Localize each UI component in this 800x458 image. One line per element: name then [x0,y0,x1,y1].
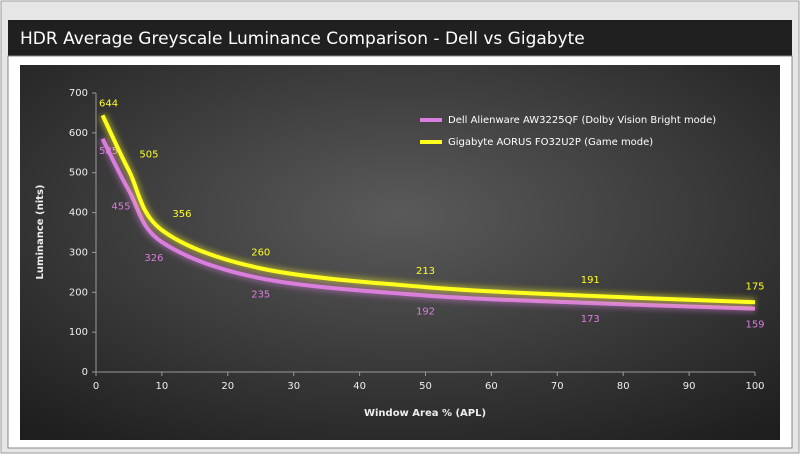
x-tick-label: 0 [93,381,99,392]
y-axis-label: Luminance (nits) [35,185,46,280]
y-tick-label: 100 [69,327,88,338]
x-tick-label: 50 [419,381,432,392]
x-tick-label: 30 [287,381,300,392]
legend-label: Dell Alienware AW3225QF (Dolby Vision Br… [448,115,716,126]
series-line [100,114,756,305]
x-tick-label: 60 [485,381,498,392]
x-tick-label: 20 [221,381,234,392]
data-label: 455 [111,202,130,213]
data-label: 175 [745,281,764,292]
series-line [100,137,756,311]
x-tick-label: 40 [353,381,366,392]
x-tick-label: 100 [745,381,764,392]
legend-label: Gigabyte AORUS FO32U2P (Game mode) [448,137,653,148]
chart-title: HDR Average Greyscale Luminance Comparis… [20,29,585,49]
y-tick-label: 700 [69,88,88,99]
data-label: 159 [745,320,764,331]
data-label: 173 [581,314,600,325]
x-tick-label: 90 [683,381,696,392]
x-tick-label: 10 [156,381,169,392]
x-tick-label: 80 [617,381,630,392]
data-label: 326 [144,253,163,264]
data-label: 505 [139,150,158,161]
data-label: 585 [99,146,118,157]
x-axis-label: Window Area % (APL) [364,408,486,419]
y-tick-label: 600 [69,128,88,139]
y-tick-label: 0 [82,367,88,378]
x-tick-label: 70 [551,381,564,392]
data-label: 235 [251,289,270,300]
plot-background [20,65,780,440]
y-tick-label: 300 [69,247,88,258]
data-label: 644 [99,98,118,109]
data-label: 191 [581,275,600,286]
data-label: 192 [416,306,435,317]
series-group: 585 455 326 235 192 173 159 644 505 356 260 213 191 1… [98,98,765,331]
y-tick-label: 400 [69,208,88,219]
title-bar [8,20,792,56]
y-tick-label: 200 [69,287,88,298]
data-label: 213 [416,266,435,277]
data-label: 260 [251,247,270,258]
y-tick-label: 500 [69,168,88,179]
data-label: 356 [172,209,191,220]
